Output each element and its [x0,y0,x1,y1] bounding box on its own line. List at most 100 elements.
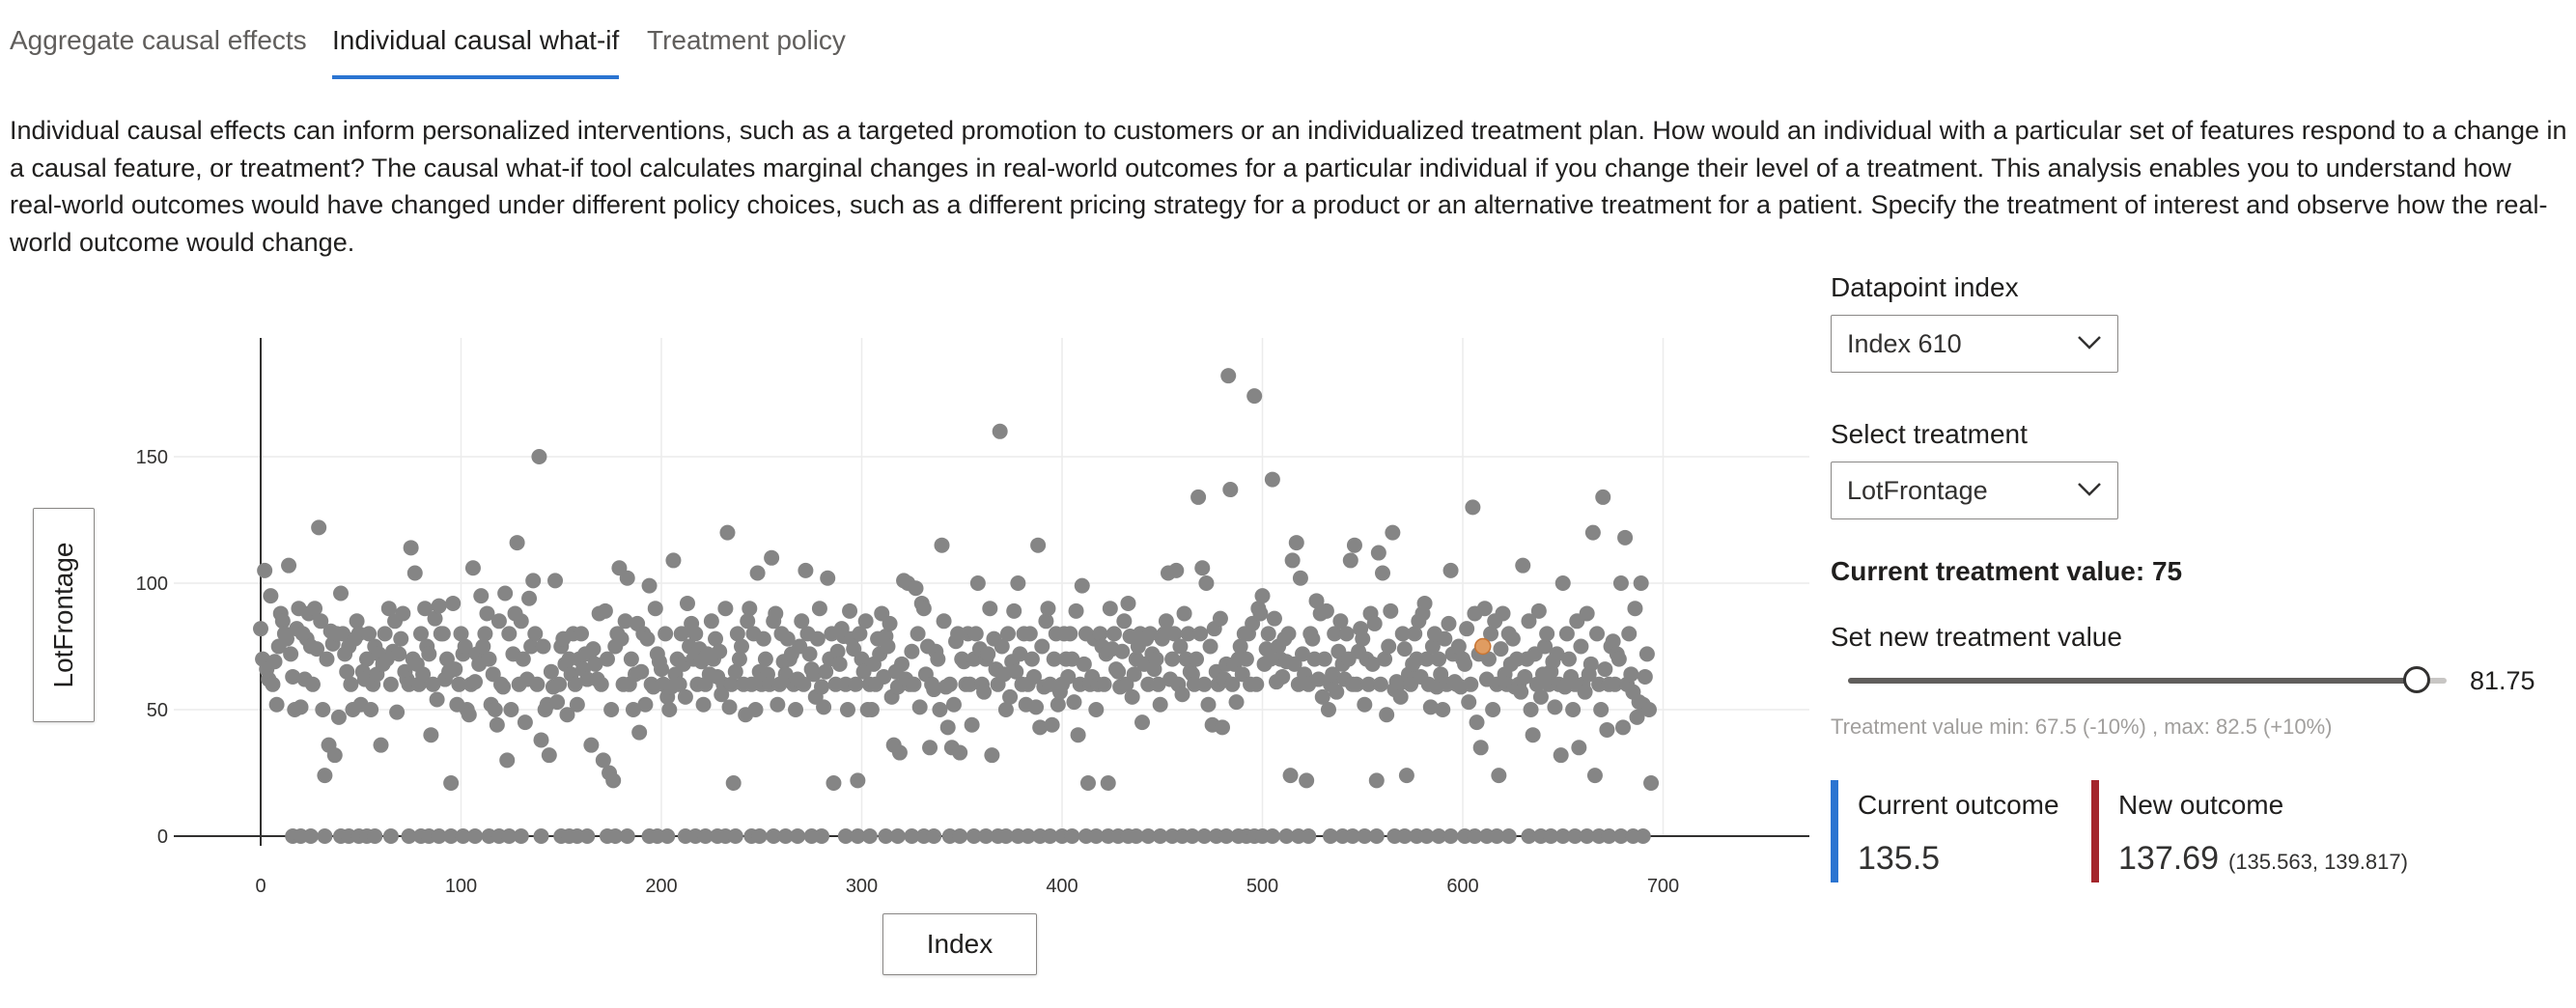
data-point[interactable] [382,676,399,692]
data-point[interactable] [1060,668,1077,685]
data-point[interactable] [1318,602,1334,619]
data-point[interactable] [798,562,814,578]
data-point[interactable] [848,676,864,692]
data-point[interactable] [1282,768,1299,784]
data-point[interactable] [1599,721,1615,738]
data-point[interactable] [889,828,906,844]
data-point[interactable] [930,651,946,667]
scatter-chart[interactable]: 0 100 200 300 400 500 600 700 0 50 100 150 [0,299,1815,994]
data-point[interactable] [661,702,678,717]
data-point[interactable] [1643,774,1660,791]
data-point[interactable] [814,679,829,695]
data-point[interactable] [854,651,870,667]
data-point[interactable] [1120,595,1136,611]
data-point[interactable] [1332,613,1349,630]
data-point[interactable] [599,651,615,667]
data-point[interactable] [1002,688,1019,705]
data-point[interactable] [429,691,445,708]
data-point[interactable] [313,613,329,630]
data-point[interactable] [788,702,804,717]
data-point[interactable] [962,676,978,692]
data-point[interactable] [401,828,417,844]
data-point[interactable] [585,641,602,658]
data-point[interactable] [1627,601,1643,617]
data-point[interactable] [597,602,613,619]
data-point[interactable] [673,626,689,642]
data-point[interactable] [910,626,926,642]
data-point[interactable] [1344,828,1360,844]
data-point[interactable] [857,613,874,630]
data-point[interactable] [1633,575,1649,591]
data-point[interactable] [1407,626,1423,642]
data-point[interactable] [1264,471,1280,488]
data-point[interactable] [490,613,507,630]
data-point[interactable] [391,646,407,662]
data-point[interactable] [1469,714,1485,731]
data-point[interactable] [583,737,600,753]
data-point[interactable] [1190,489,1207,505]
data-point[interactable] [1088,828,1105,844]
data-point[interactable] [1579,605,1595,622]
data-point[interactable] [529,676,546,692]
data-point[interactable] [1398,768,1414,784]
data-point[interactable] [1215,719,1230,736]
data-point[interactable] [1288,535,1304,551]
data-point[interactable] [1381,638,1397,655]
data-point[interactable] [727,828,743,844]
data-point[interactable] [533,732,549,748]
data-point[interactable] [915,601,932,617]
data-point[interactable] [1106,626,1122,642]
data-point[interactable] [445,595,462,611]
data-point[interactable] [1617,529,1634,546]
data-point[interactable] [425,676,441,692]
data-point[interactable] [1467,828,1483,844]
tab-aggregate-causal-effects[interactable]: Aggregate causal effects [10,25,307,55]
data-point[interactable] [697,828,714,844]
data-point[interactable] [969,575,986,591]
data-point[interactable] [1124,688,1140,705]
tab-treatment-policy[interactable]: Treatment policy [647,25,846,55]
data-point[interactable] [551,676,568,692]
data-point[interactable] [809,630,826,647]
data-point[interactable] [521,590,538,606]
data-point[interactable] [740,613,756,630]
data-point[interactable] [547,573,564,589]
data-point[interactable] [894,656,910,672]
data-point[interactable] [1355,630,1371,647]
data-point[interactable] [1196,828,1213,844]
data-point[interactable] [339,663,355,680]
data-point[interactable] [1517,668,1533,685]
data-point[interactable] [455,828,471,844]
data-point[interactable] [1064,828,1080,844]
data-point[interactable] [421,646,437,662]
data-point[interactable] [1370,545,1386,561]
data-point[interactable] [964,716,980,733]
data-point[interactable] [1360,676,1377,692]
data-point[interactable] [997,702,1014,717]
data-point[interactable] [1046,651,1062,667]
data-point[interactable] [820,570,836,586]
data-point[interactable] [367,828,383,844]
data-point[interactable] [1357,828,1373,844]
data-point[interactable] [1450,638,1467,655]
data-point[interactable] [265,676,281,692]
data-point[interactable] [1184,828,1200,844]
data-point[interactable] [826,774,842,791]
data-point[interactable] [665,552,682,569]
data-point[interactable] [805,666,822,683]
data-point[interactable] [908,580,924,597]
data-point[interactable] [729,626,745,642]
data-point[interactable] [1114,643,1131,659]
data-point[interactable] [671,676,687,692]
data-point[interactable] [380,601,397,617]
data-point[interactable] [1308,593,1325,609]
data-point[interactable] [982,601,998,617]
highlighted-data-point[interactable] [1474,637,1492,656]
data-point[interactable] [559,707,575,723]
data-point[interactable] [631,724,648,741]
data-point[interactable] [266,654,283,670]
data-point[interactable] [1372,676,1388,692]
data-point[interactable] [1476,601,1493,617]
data-point[interactable] [607,828,624,844]
data-point[interactable] [1385,524,1401,541]
